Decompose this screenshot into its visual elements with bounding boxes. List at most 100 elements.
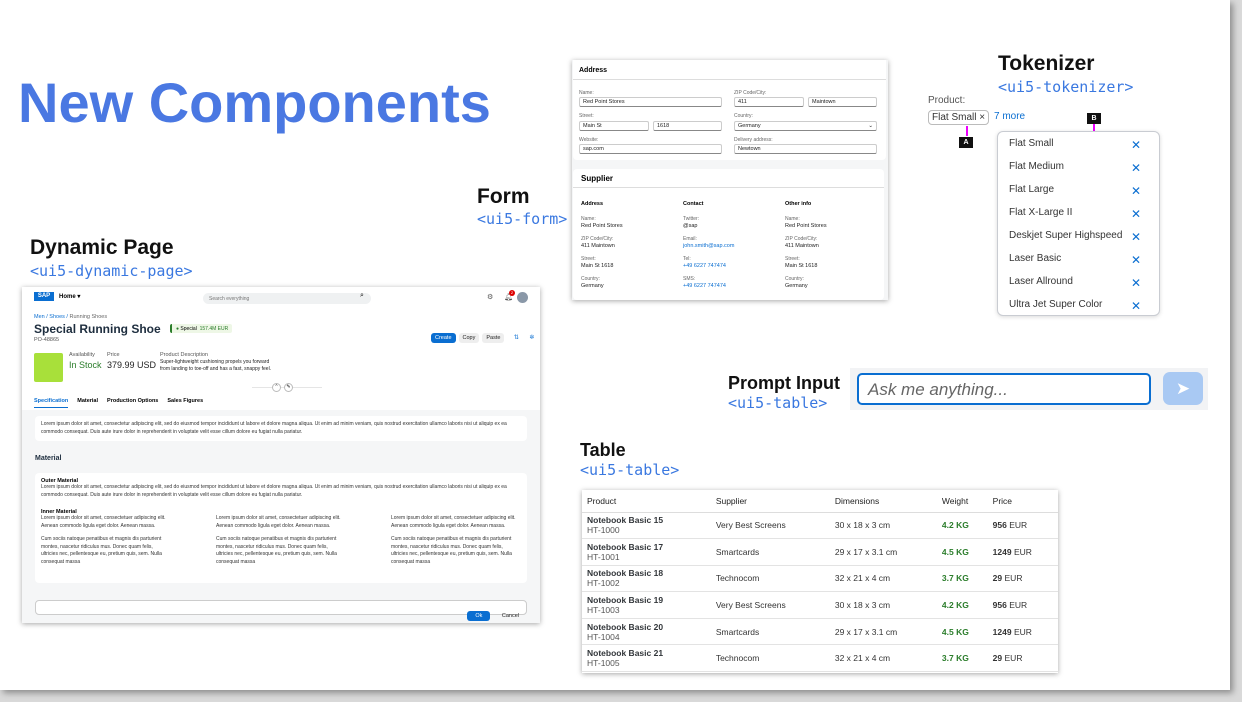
cancel-button[interactable]: Cancel <box>501 613 519 619</box>
home-menu[interactable]: Home ▾ <box>59 294 81 300</box>
more-link[interactable]: 7 more <box>994 111 1026 122</box>
field-value: Main St 1618 <box>785 263 818 269</box>
ok-button[interactable]: Ok <box>467 611 491 621</box>
settings-icon[interactable]: ⚙ <box>487 294 494 301</box>
field-value[interactable]: john.smith@sap.com <box>683 243 735 249</box>
header-actions: Create Copy Paste ⇅ ✲ <box>428 326 534 344</box>
popover-token-item[interactable]: Flat X-Large II ✕ <box>1009 207 1141 221</box>
close-icon[interactable]: ✕ <box>1130 299 1141 313</box>
weight-cell: 4.5 KG <box>936 618 988 646</box>
paste-button[interactable]: Paste <box>482 333 505 343</box>
field-value: Germany <box>785 283 808 289</box>
popover-token-item[interactable]: Flat Medium ✕ <box>1009 161 1141 175</box>
supplier-cell: Technocom <box>710 565 830 593</box>
specification-text: Lorem ipsum dolor sit amet, consectetur … <box>35 416 527 441</box>
table-row[interactable]: Notebook Basic 15 HT-1000 Very Best Scree… <box>582 512 1058 540</box>
number-field[interactable]: 1618 <box>653 121 722 131</box>
notification-badge: 2 <box>509 290 515 296</box>
bell-icon[interactable]: 🔔︎ <box>504 294 513 301</box>
search-icon[interactable]: ⌕ <box>360 292 364 299</box>
object-id: PO-48865 <box>34 337 60 343</box>
table-row[interactable]: Notebook Basic 19 HT-1003 Very Best Scree… <box>582 591 1058 619</box>
prompt-field[interactable]: Ask me anything... <box>857 373 1151 405</box>
tab-material[interactable]: Material <box>77 398 99 404</box>
product-id: HT-1002 <box>587 578 620 589</box>
popover-token-item[interactable]: Ultra Jet Super Color ✕ <box>1009 299 1141 313</box>
close-icon[interactable]: ✕ <box>1130 184 1141 198</box>
field-label: ZIP Code/City: <box>581 236 614 242</box>
close-icon[interactable]: ✕ <box>1130 161 1141 175</box>
field-label: Tel: <box>683 256 691 262</box>
token[interactable]: Flat Small × <box>928 110 990 125</box>
field-value[interactable]: +49 6227 747474 <box>683 263 726 269</box>
field-value[interactable]: +49 6227 747474 <box>683 283 726 289</box>
tokenizer-tag: <ui5-tokenizer> <box>998 78 1134 96</box>
supplier-cell: Very Best Screens <box>710 591 830 619</box>
dimensions-cell: 29 x 17 x 3.1 cm <box>829 618 937 646</box>
column-header[interactable]: Weight <box>936 490 988 513</box>
zip-field[interactable]: 411 <box>734 97 804 107</box>
table-row[interactable]: Notebook Basic 20 HT-1004 Smartcards 29 x… <box>582 618 1058 646</box>
create-button[interactable]: Create <box>431 333 456 343</box>
table-label: Table <box>580 440 626 460</box>
marker-b: B <box>1087 113 1101 124</box>
column-header[interactable]: Dimensions <box>829 490 937 513</box>
inner-text: Lorem ipsum dolor sit amet, consectetuer… <box>391 515 516 529</box>
tab-production-options[interactable]: Production Options <box>107 398 159 404</box>
column-header[interactable]: Supplier <box>710 490 830 513</box>
material-heading: Material <box>35 455 62 462</box>
inner-material-columns: Lorem ipsum dolor sit amet, consectetuer… <box>41 515 521 566</box>
product-id: HT-1005 <box>587 658 620 669</box>
supplier-cell: Technocom <box>710 644 830 673</box>
price-cell: 29 EUR <box>987 644 1058 673</box>
inner-text: Cum sociis natoque penatibus et magnis d… <box>391 536 512 565</box>
street-field[interactable]: Main St <box>579 121 649 131</box>
send-button[interactable]: ➤ <box>1163 372 1203 405</box>
sort-icon[interactable]: ⇅ <box>513 335 519 341</box>
field-label: Country: <box>785 276 804 282</box>
country-select[interactable]: Germany ⌄ <box>734 121 877 131</box>
column-header[interactable]: Product <box>582 490 711 513</box>
column-header[interactable]: Price <box>987 490 1058 513</box>
field-value: 411 Maintown <box>785 243 819 249</box>
city-field[interactable]: Maintown <box>808 97 877 107</box>
marker-a: A <box>959 137 973 148</box>
pin-header-button[interactable]: ✎ <box>284 383 293 392</box>
table-row[interactable]: Notebook Basic 21 HT-1005 Technocom 32 x … <box>582 644 1058 673</box>
dynamic-page-label: Dynamic Page <box>30 236 174 259</box>
collapse-header-button[interactable]: ⌃ <box>272 383 281 392</box>
breadcrumb[interactable]: Men / Shoes / Running Shoes <box>34 314 108 320</box>
dynamic-page-screenshot: SAP Home ▾ Search everything ⌕ ⚙ 🔔︎ 2 Me… <box>22 287 540 623</box>
popover-token-item[interactable]: Flat Small ✕ <box>1009 138 1141 152</box>
popover-token-item[interactable]: Flat Large ✕ <box>1009 184 1141 198</box>
tab-specification[interactable]: Specification <box>34 398 69 408</box>
avatar[interactable] <box>517 292 528 303</box>
weight-cell: 4.2 KG <box>936 591 988 619</box>
table-row[interactable]: Notebook Basic 17 HT-1001 Smartcards 29 x… <box>582 538 1058 566</box>
close-icon[interactable]: ✕ <box>1130 253 1141 267</box>
close-icon[interactable]: ✕ <box>1130 207 1141 221</box>
form-label: Form <box>477 185 530 208</box>
weight-cell: 3.7 KG <box>936 644 988 673</box>
popover-token-item[interactable]: Deskjet Super Highspeed ✕ <box>1009 230 1141 244</box>
popover-token-item[interactable]: Laser Basic ✕ <box>1009 253 1141 267</box>
close-icon[interactable]: ✕ <box>1130 230 1141 244</box>
close-icon[interactable]: ✕ <box>1130 138 1141 152</box>
website-field[interactable]: sap.com <box>579 144 722 154</box>
close-icon[interactable]: × <box>979 112 986 123</box>
search-input[interactable]: Search everything <box>203 293 371 304</box>
supplier-column-heading: Other info <box>785 201 812 207</box>
tab-sales-figures[interactable]: Sales Figures <box>167 398 204 404</box>
popover-token-item[interactable]: Laser Allround ✕ <box>1009 276 1141 290</box>
slide-title: New Components <box>18 71 491 134</box>
name-field[interactable]: Red Point Stores <box>579 97 722 107</box>
copy-button[interactable]: Copy <box>458 333 480 343</box>
product-label: Product: <box>928 95 966 106</box>
close-icon[interactable]: ✕ <box>1130 276 1141 290</box>
settings-icon[interactable]: ✲ <box>529 335 535 341</box>
delivery-field[interactable]: Newtown <box>734 144 877 154</box>
inner-material-heading: Inner Material <box>41 509 77 515</box>
dimensions-cell: 32 x 21 x 4 cm <box>829 565 937 593</box>
weight-cell: 4.5 KG <box>936 538 988 566</box>
table-row[interactable]: Notebook Basic 18 HT-1002 Technocom 32 x … <box>582 565 1058 593</box>
